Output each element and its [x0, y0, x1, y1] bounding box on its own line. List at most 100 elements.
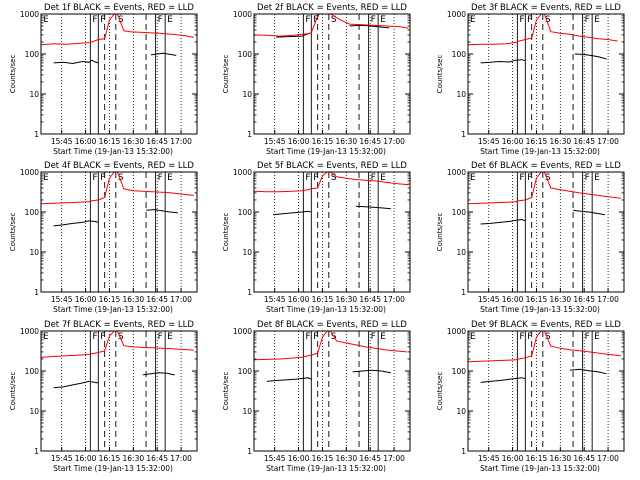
- flag-marker-label: S: [331, 15, 337, 25]
- x-axis-label: Start Time (19-Jan-13 15:32:00): [53, 147, 173, 156]
- y-tick-label: 100: [25, 367, 40, 376]
- x-tick-label: 16:45: [146, 454, 168, 463]
- y-tick-label: 100: [238, 367, 253, 376]
- x-axis-label: Start Time (19-Jan-13 15:32:00): [480, 464, 600, 473]
- y-tick-label: 10: [242, 407, 252, 416]
- x-tick-label: 15:45: [264, 137, 286, 146]
- y-tick-label: 1: [247, 288, 252, 297]
- x-tick-label: 15:45: [51, 137, 73, 146]
- x-tick-label: 16:15: [312, 454, 334, 463]
- y-tick-label: 1: [247, 130, 252, 139]
- panel-title: Det 7f BLACK = Events, RED = LLD: [44, 320, 194, 330]
- flag-marker-label: E: [594, 15, 600, 25]
- x-tick-label: 15:45: [478, 454, 500, 463]
- flag-marker-label: E: [594, 173, 600, 183]
- flag-marker-label: F: [519, 173, 524, 183]
- x-tick-label: 16:00: [502, 295, 524, 304]
- y-tick-label: 100: [452, 208, 467, 217]
- y-tick-label: 1000: [20, 10, 39, 19]
- flag-marker-label: E: [43, 173, 49, 183]
- y-tick-label: 1000: [447, 10, 466, 19]
- events-series-line: [273, 210, 312, 216]
- events-series-line: [53, 380, 99, 389]
- plot-frame: [467, 13, 625, 135]
- events-series-line: [480, 377, 526, 383]
- flag-marker-label: E: [380, 15, 386, 25]
- flag-marker-label: E: [43, 15, 49, 25]
- flag-marker-label: F: [100, 332, 105, 342]
- x-tick-label: 16:30: [550, 454, 572, 463]
- y-axis-label: Counts/sec: [436, 55, 444, 94]
- flag-marker-label: F: [371, 15, 376, 25]
- plot-frame: [467, 330, 625, 452]
- plot-frame: [40, 171, 198, 293]
- events-series-line: [480, 218, 526, 225]
- x-tick-label: 16:15: [526, 295, 548, 304]
- x-tick-label: 16:00: [75, 137, 97, 146]
- x-tick-label: 16:00: [288, 137, 310, 146]
- x-tick-label: 17:00: [170, 295, 192, 304]
- x-tick-label: 16:15: [526, 454, 548, 463]
- events-series-line: [573, 209, 605, 216]
- y-axis-label: Counts/sec: [222, 213, 230, 252]
- x-tick-label: 16:15: [99, 295, 121, 304]
- events-series-line: [53, 220, 99, 227]
- x-tick-label: 16:15: [99, 454, 121, 463]
- x-tick-label: 15:45: [264, 295, 286, 304]
- flag-marker-label: E: [470, 332, 476, 342]
- x-tick-label: 16:15: [526, 137, 548, 146]
- x-tick-label: 16:30: [336, 137, 358, 146]
- x-tick-label: 16:45: [573, 137, 595, 146]
- y-tick-label: 100: [25, 50, 40, 59]
- x-tick-label: 16:45: [573, 454, 595, 463]
- panel-title: Det 1f BLACK = Events, RED = LLD: [44, 3, 194, 13]
- x-tick-label: 16:00: [75, 295, 97, 304]
- x-tick-label: 15:45: [478, 295, 500, 304]
- flag-marker-label: F: [527, 173, 532, 183]
- y-axis-label: Counts/sec: [222, 55, 230, 94]
- x-tick-label: 17:00: [383, 295, 405, 304]
- plot-frame: [253, 330, 411, 452]
- x-tick-label: 16:00: [502, 454, 524, 463]
- y-axis-label: Counts/sec: [9, 55, 17, 94]
- panel-title: Det 8f BLACK = Events, RED = LLD: [257, 320, 407, 330]
- y-tick-label: 1: [461, 447, 466, 456]
- x-tick-label: 16:30: [336, 454, 358, 463]
- y-tick-label: 100: [452, 50, 467, 59]
- x-tick-label: 16:45: [359, 454, 381, 463]
- events-series-line: [574, 53, 607, 60]
- flag-marker-label: F: [527, 332, 532, 342]
- x-tick-label: 16:00: [75, 454, 97, 463]
- flag-marker-label: F: [585, 332, 590, 342]
- x-tick-label: 17:00: [170, 137, 192, 146]
- x-tick-label: 17:00: [383, 137, 405, 146]
- events-series-line: [266, 377, 312, 382]
- x-tick-label: 16:15: [312, 295, 334, 304]
- y-tick-label: 100: [25, 208, 40, 217]
- x-tick-label: 17:00: [597, 295, 619, 304]
- plot-frame: [40, 330, 198, 452]
- x-axis-label: Start Time (19-Jan-13 15:32:00): [266, 305, 386, 314]
- events-series-line: [349, 24, 390, 29]
- y-tick-label: 10: [29, 90, 39, 99]
- y-tick-label: 10: [29, 248, 39, 257]
- y-tick-label: 1000: [233, 168, 252, 177]
- flag-marker-label: F: [92, 173, 97, 183]
- flag-marker-label: F: [585, 173, 590, 183]
- x-tick-label: 15:45: [51, 295, 73, 304]
- x-tick-label: 16:30: [336, 295, 358, 304]
- y-axis-label: Counts/sec: [222, 372, 230, 411]
- x-tick-label: 16:30: [550, 137, 572, 146]
- y-tick-label: 1: [34, 288, 39, 297]
- y-tick-label: 10: [29, 407, 39, 416]
- x-tick-label: 15:45: [478, 137, 500, 146]
- flag-marker-label: F: [92, 332, 97, 342]
- panel-title: Det 6f BLACK = Events, RED = LLD: [471, 161, 621, 171]
- x-tick-label: 15:45: [264, 454, 286, 463]
- y-tick-label: 10: [242, 90, 252, 99]
- x-tick-label: 16:45: [359, 137, 381, 146]
